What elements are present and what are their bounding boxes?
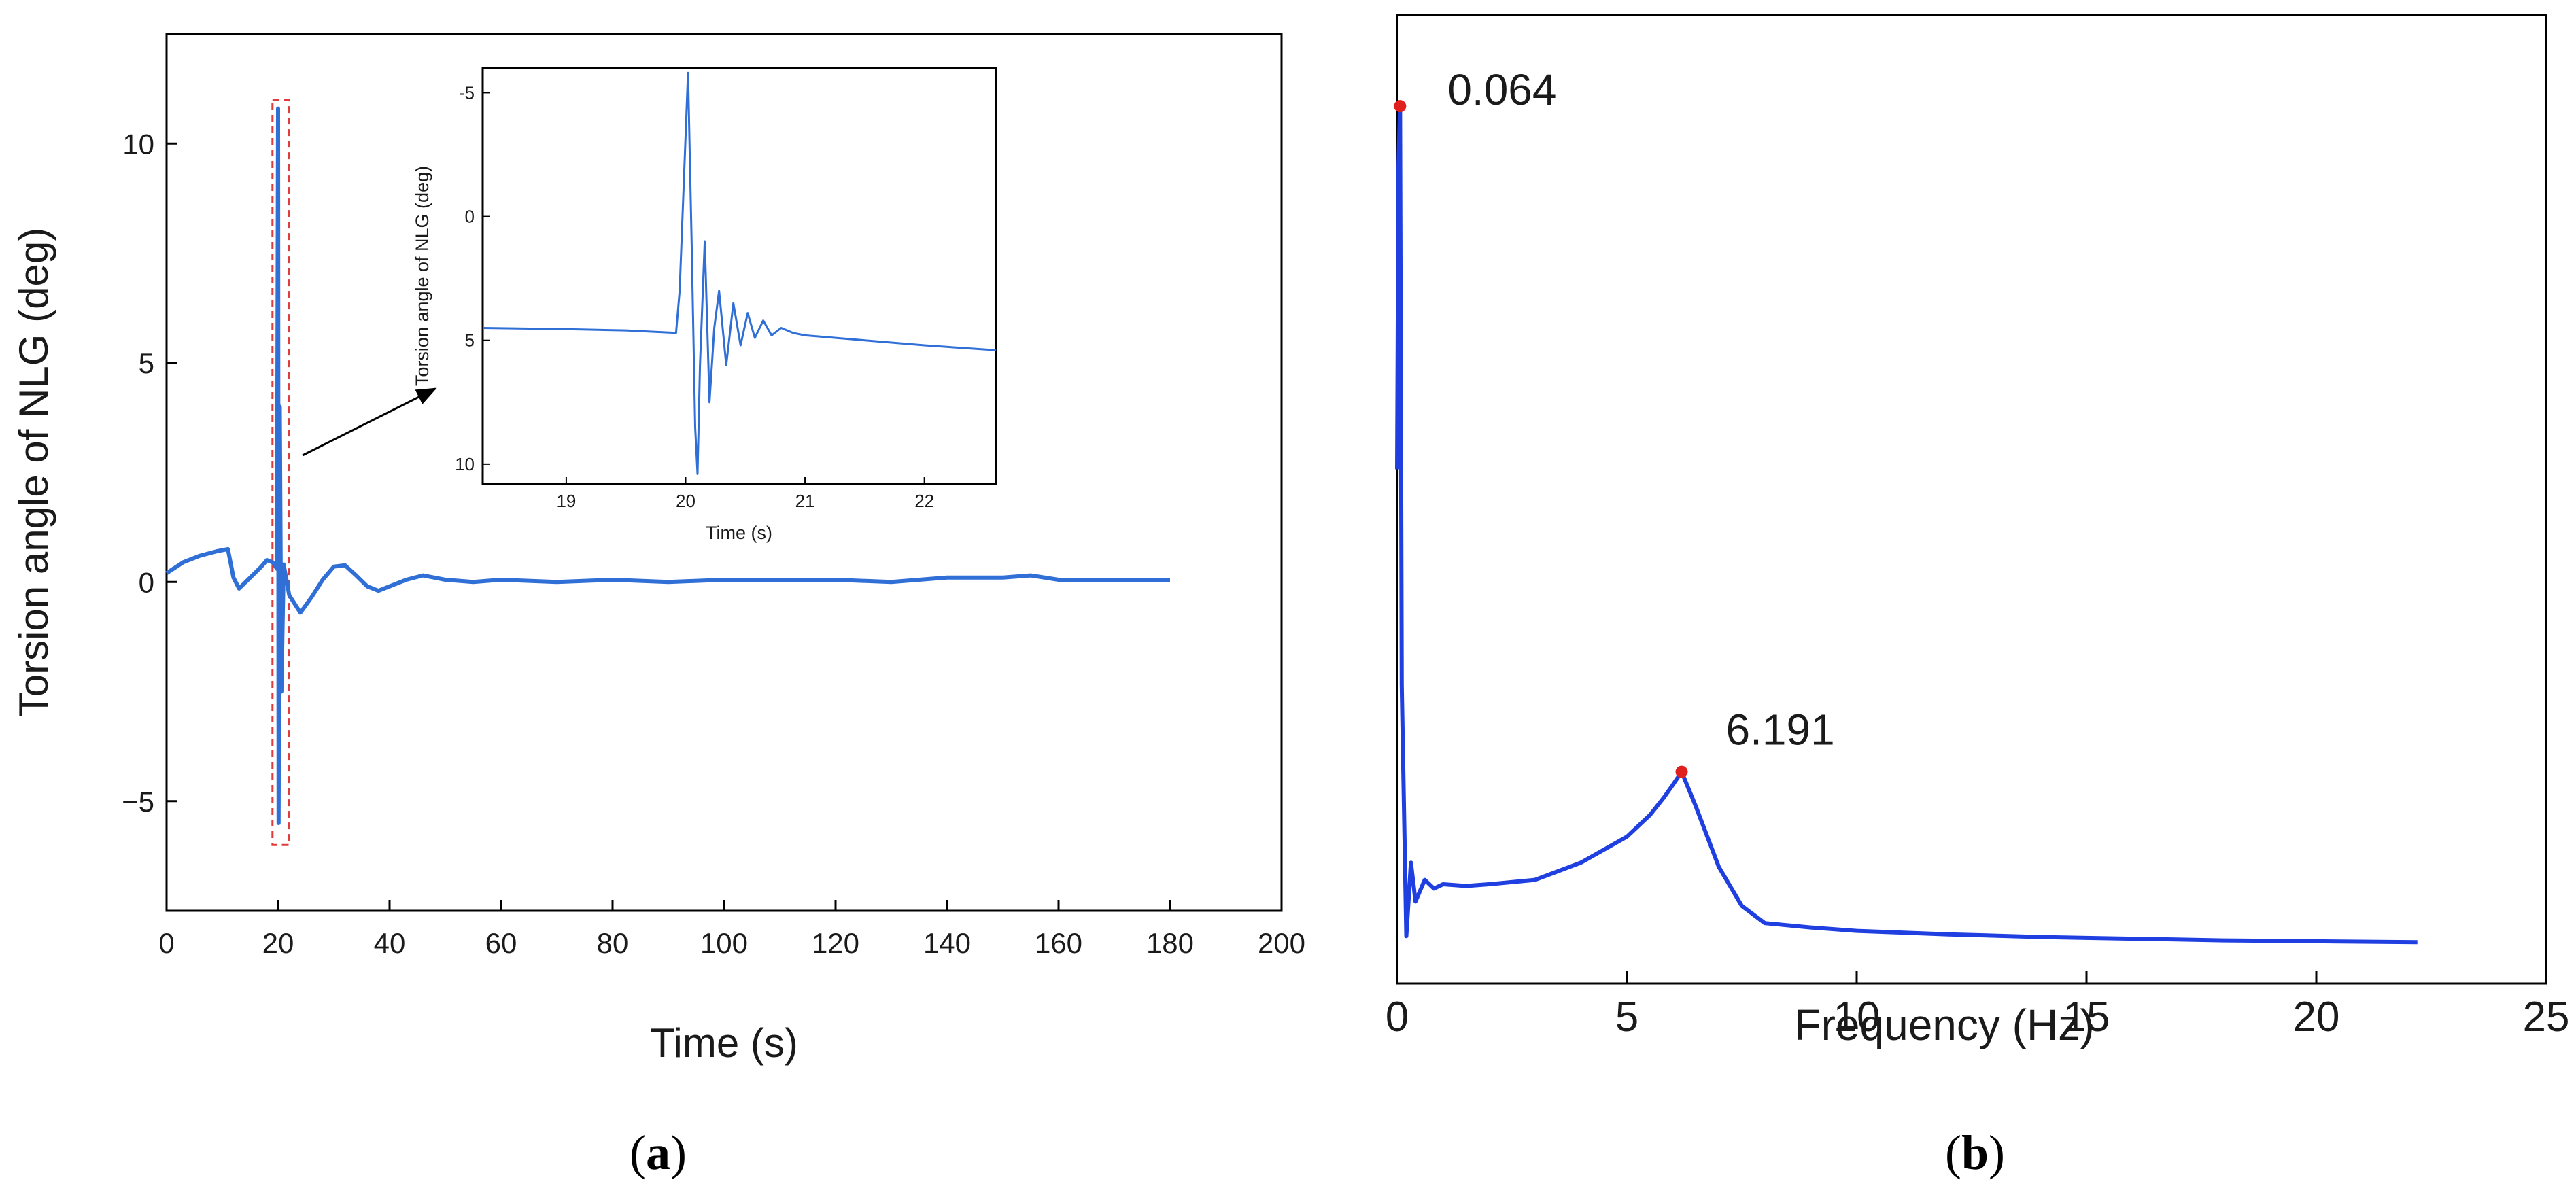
inset-x-tick-label: 20: [676, 491, 695, 511]
inset-plot-frame: [481, 67, 997, 485]
panel-a-x-tick-label: 140: [923, 927, 971, 959]
inset-y-tick-label: 0: [465, 207, 475, 227]
panel-a-y-axis-title: Torsion angle of NLG (deg): [11, 228, 56, 717]
panel-a-x-ticks: 0 20 40 60 80 100 120 140 160 180 200: [158, 900, 1305, 959]
panel-b-x-axis-title: Frequency (Hz): [1795, 1000, 2095, 1049]
panel-b: 0 5 10 15 20 25 Frequency (Hz) 0.064 6.191 (b…: [1386, 14, 2570, 1180]
inset-x-tick-label: 21: [795, 491, 815, 511]
inset-chart: 19 20 21 22 10 5 0 -5 Time (s) Torsion angle o…: [412, 67, 997, 543]
panel-a-x-tick-label: 120: [812, 927, 859, 959]
panel-b-x-tick-label: 15: [2063, 994, 2110, 1041]
panel-b-series-line: [1395, 104, 2418, 945]
panel-a-y-tick-label: 5: [139, 347, 154, 379]
panel-a-x-tick-label: 100: [700, 927, 748, 959]
panel-b-x-ticks: 0 5 10 15 20 25: [1386, 971, 2570, 1041]
panel-b-x-tick-label: 25: [2523, 994, 2570, 1041]
panel-a-y-tick-label: −5: [122, 786, 154, 818]
inset-y-tick-label: -5: [459, 82, 475, 103]
panel-b-x-tick-label: 10: [1834, 994, 1881, 1041]
inset-series: [482, 71, 997, 475]
panel-a-y-ticks: −5 0 5 10: [122, 128, 177, 818]
panel-b-x-tick-label: 5: [1615, 994, 1638, 1041]
peak-label-low-frequency: 0.064: [1447, 65, 1556, 114]
inset-pointer-arrow: [302, 387, 437, 457]
panel-a-x-tick-label: 160: [1035, 927, 1082, 959]
inset-y-tick-label: 5: [465, 330, 475, 351]
panel-a-x-tick-label: 180: [1146, 927, 1194, 959]
panel-a-series-line: [165, 106, 1170, 825]
peak-marker-natural-frequency: [1675, 765, 1688, 778]
inset-y-tick-label: 10: [455, 454, 475, 474]
panel-b-caption: (b): [1945, 1126, 2005, 1180]
panel-a-y-tick-label: 0: [139, 566, 154, 598]
panel-a-x-tick-label: 0: [158, 927, 174, 959]
panel-b-x-tick-label: 0: [1386, 994, 1409, 1041]
panel-a-x-tick-label: 40: [374, 927, 406, 959]
panel-a-x-tick-label: 80: [597, 927, 629, 959]
panel-a-series: [165, 106, 1170, 825]
panel-a-x-tick-label: 60: [485, 927, 517, 959]
panel-a-x-tick-label: 20: [262, 927, 294, 959]
panel-b-plot-frame: [1396, 14, 2547, 985]
panel-a-x-axis-title: Time (s): [650, 1020, 798, 1066]
panel-b-x-tick-label: 20: [2293, 994, 2340, 1041]
inset-y-ticks: 10 5 0 -5: [455, 82, 490, 474]
panel-a-caption: (a): [630, 1126, 687, 1180]
inset-x-tick-label: 19: [556, 491, 576, 511]
peak-marker-low-frequency: [1394, 100, 1407, 113]
panel-b-series: [1395, 104, 2418, 945]
inset-y-axis-title: Torsion angle of NLG (deg): [412, 166, 432, 386]
panel-a-x-tick-label: 200: [1258, 927, 1305, 959]
inset-x-ticks: 19 20 21 22: [556, 477, 934, 511]
inset-x-tick-label: 22: [914, 491, 934, 511]
peak-label-natural-frequency: 6.191: [1726, 705, 1835, 754]
inset-series-line: [482, 71, 997, 475]
inset-x-axis-title: Time (s): [706, 523, 772, 543]
panel-a-y-tick-label: 10: [122, 128, 154, 160]
